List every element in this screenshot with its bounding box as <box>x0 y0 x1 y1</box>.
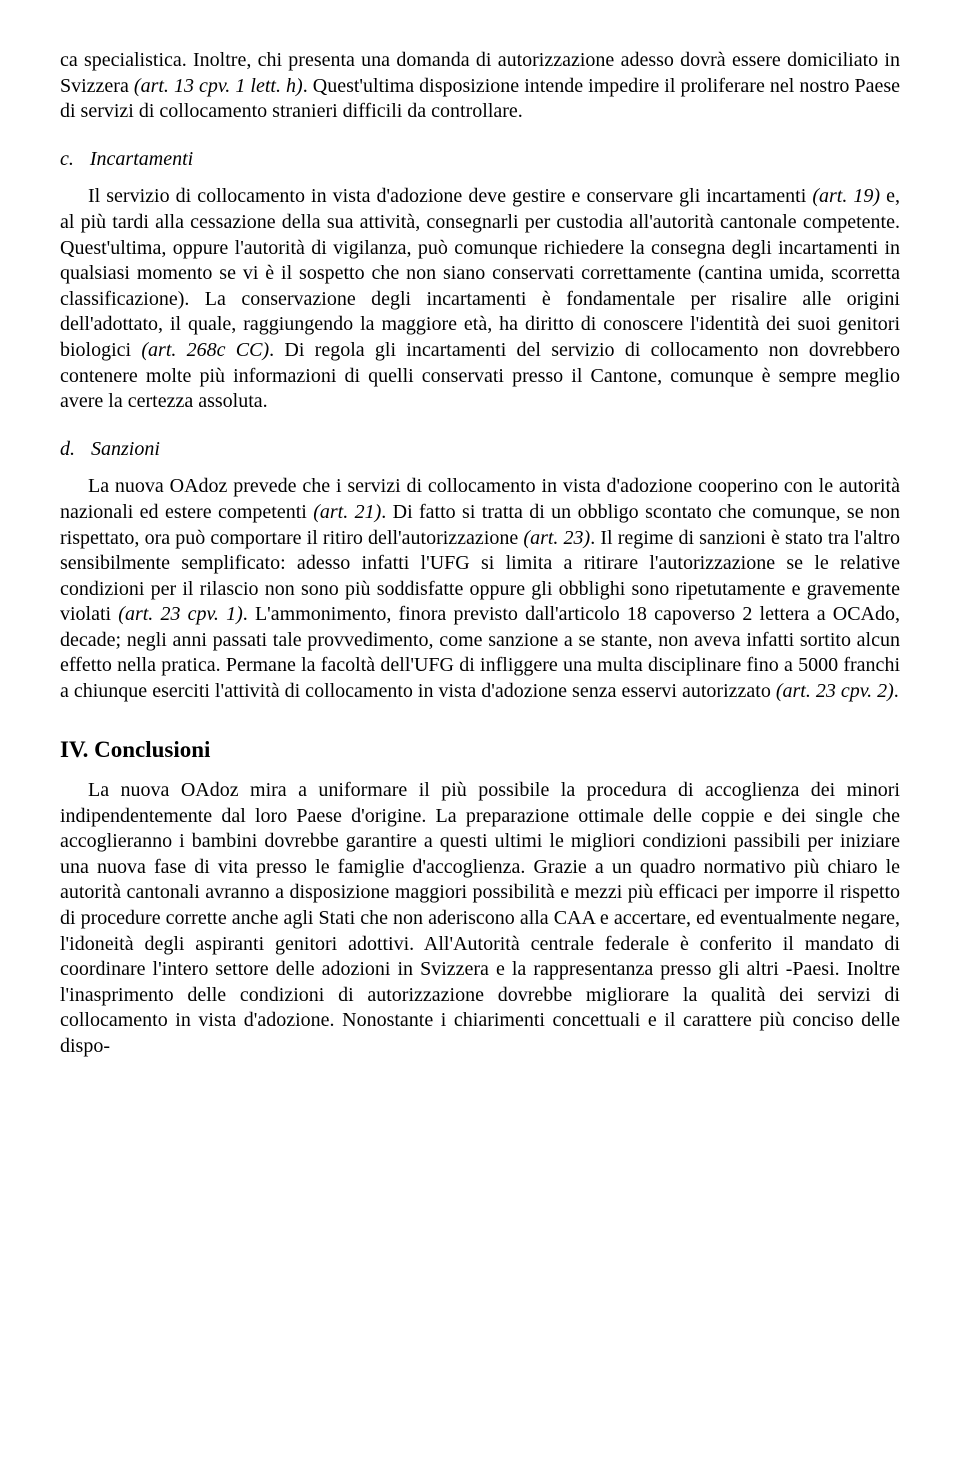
paragraph-sanzioni: La nuova OAdoz prevede che i servizi di … <box>60 474 900 704</box>
paragraph-incartamenti: Il servizio di collocamento in vista d'a… <box>60 184 900 414</box>
text-run: e, al più tardi alla cessazione della su… <box>60 185 900 361</box>
art-ref: (art. 268c CC) <box>141 339 269 361</box>
text-run: Il servizio di collocamento in vista d'a… <box>88 185 812 207</box>
art-ref: (art. 19) <box>812 185 880 207</box>
subsection-d-heading: d. Sanzioni <box>60 437 900 463</box>
subsection-letter: c. <box>60 148 74 170</box>
section-conclusioni-heading: IV. Conclusioni <box>60 735 900 764</box>
art-ref: (art. 23) <box>523 527 590 549</box>
art-ref: (art. 23 cpv. 1) <box>118 603 242 625</box>
subsection-title: Sanzioni <box>91 438 160 460</box>
paragraph-continued: ca specialistica. Inoltre, chi presenta … <box>60 48 900 125</box>
art-ref: (art. 23 cpv. 2) <box>776 680 894 702</box>
subsection-c-heading: c. Incartamenti <box>60 147 900 173</box>
paragraph-conclusioni: La nuova OAdoz mira a uniformare il più … <box>60 778 900 1060</box>
art-ref: (art. 13 cpv. 1 lett. h) <box>134 75 303 97</box>
subsection-letter: d. <box>60 438 75 460</box>
subsection-title: Incartamenti <box>90 148 193 170</box>
art-ref: (art. 21) <box>313 501 381 523</box>
text-run: . <box>894 680 899 702</box>
